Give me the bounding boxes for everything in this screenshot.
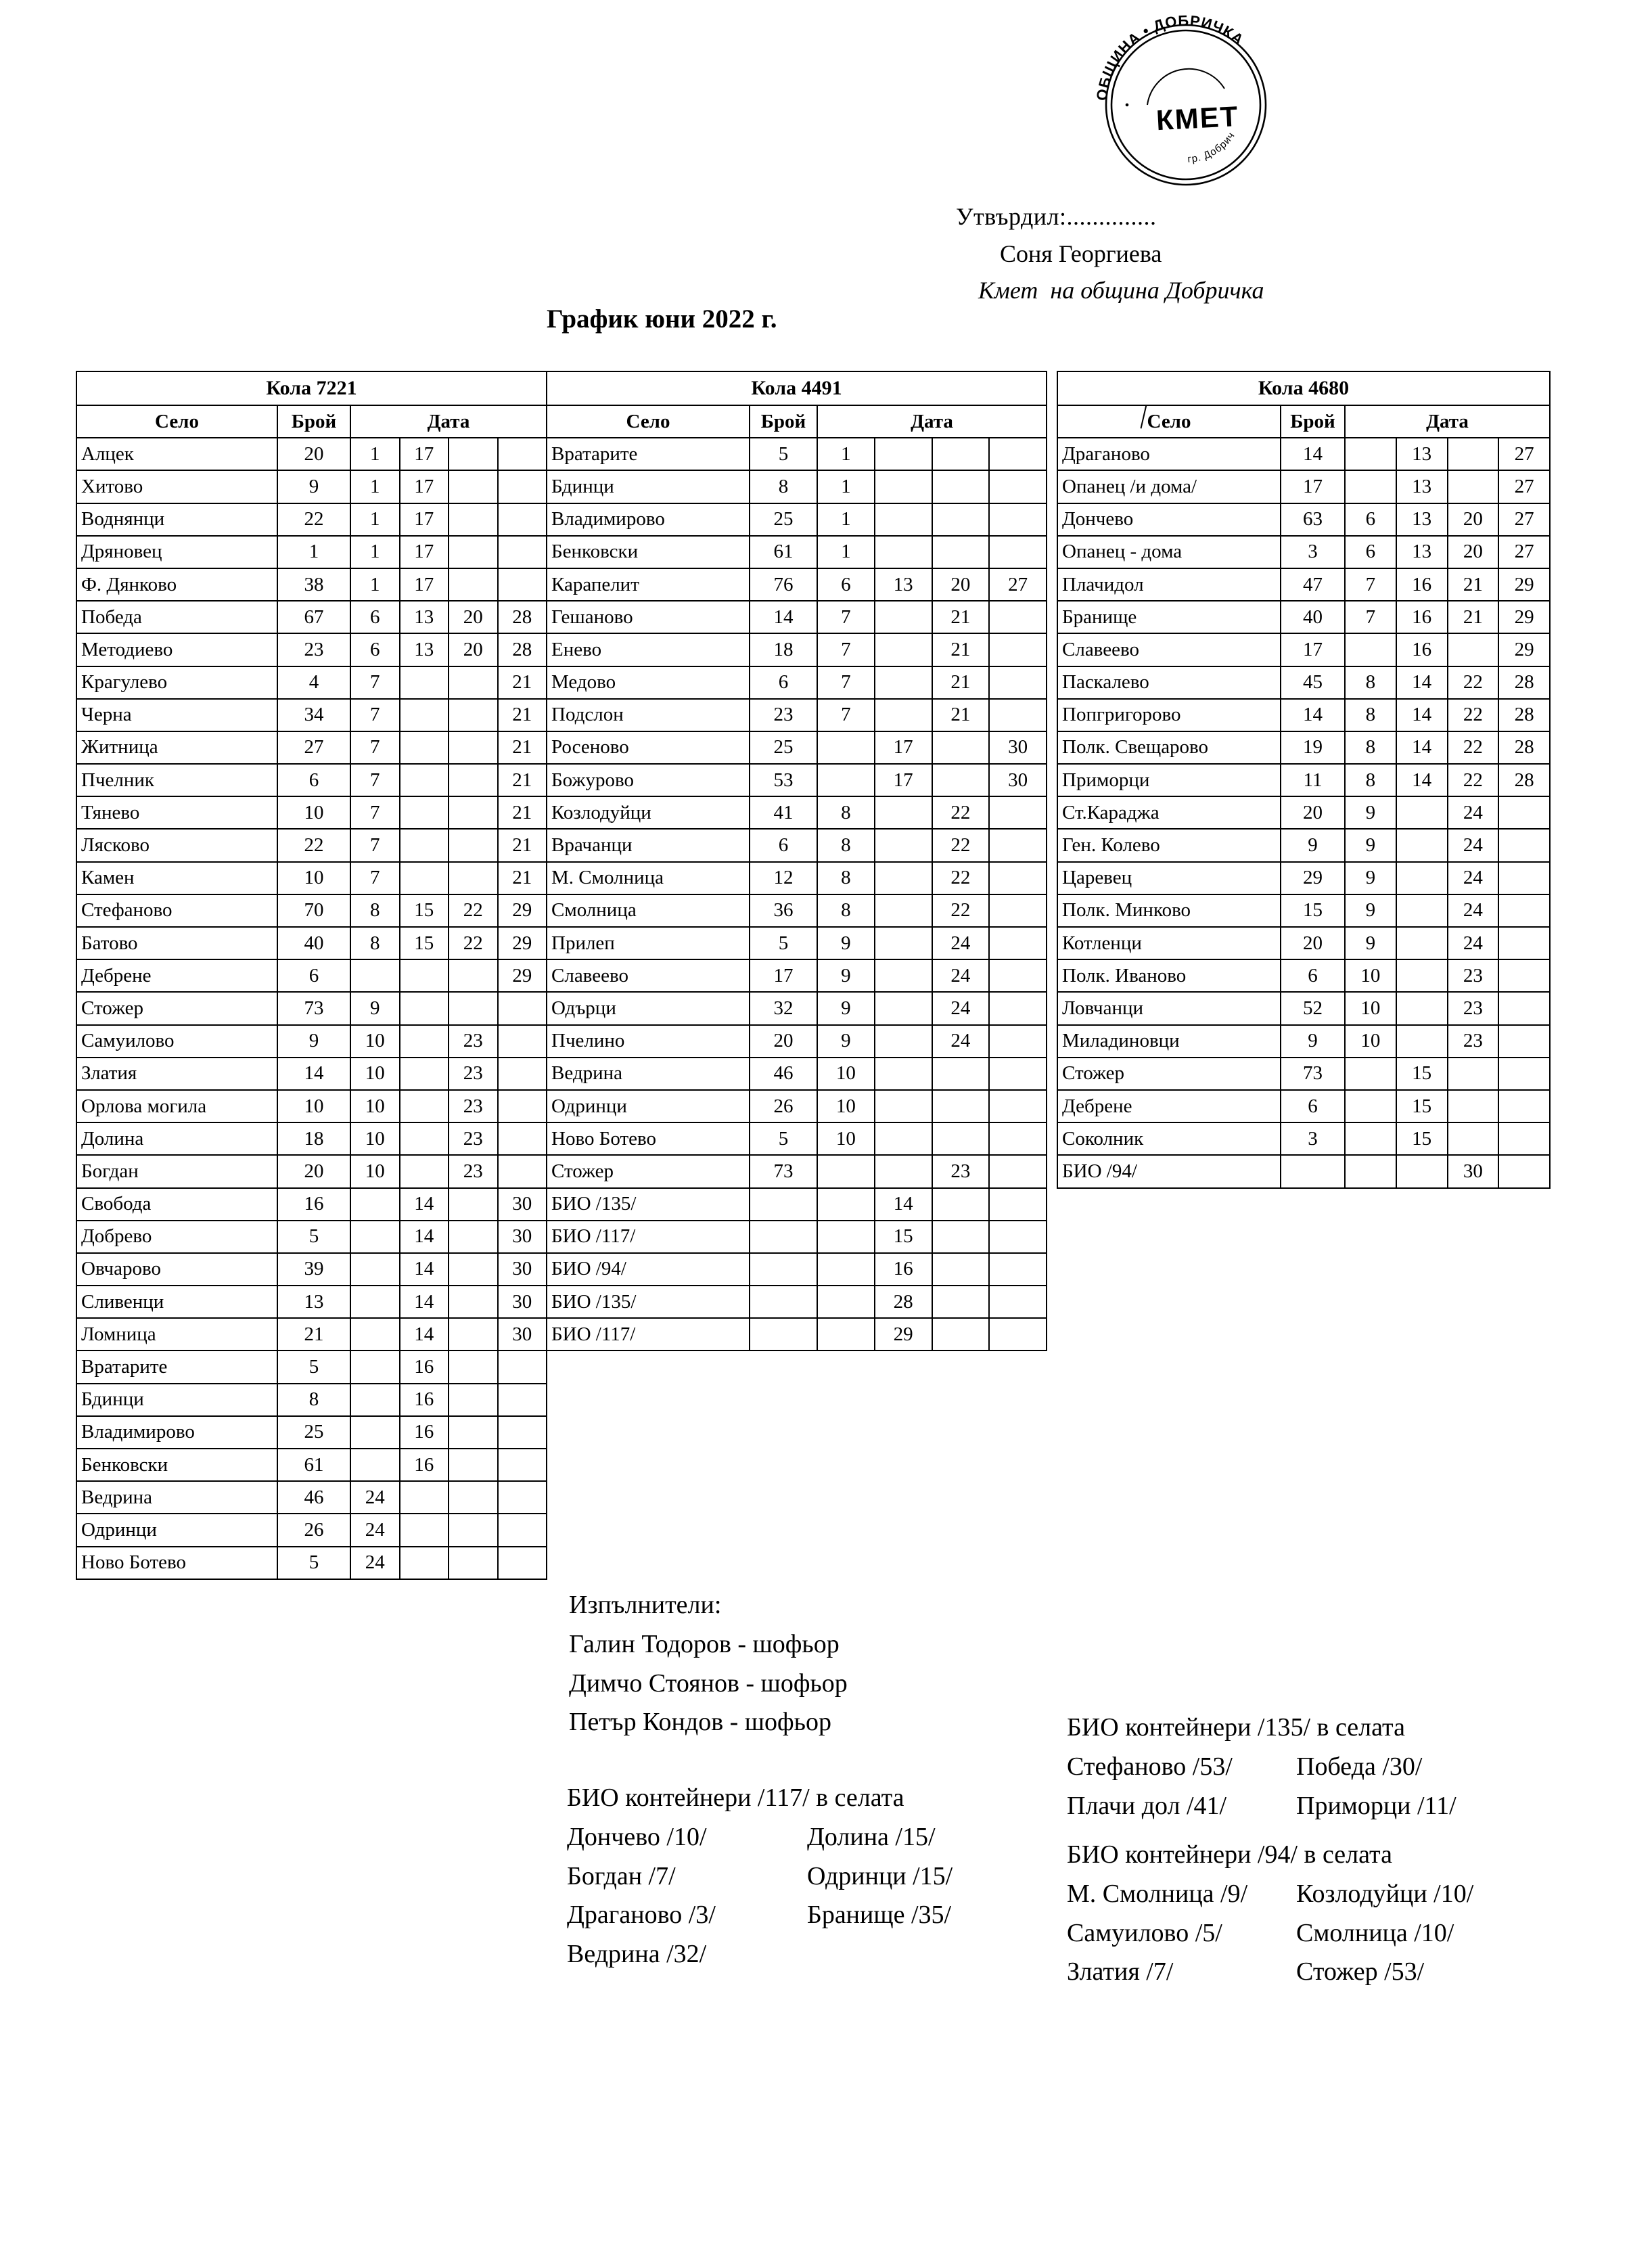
svg-text:КМЕТ: КМЕТ — [1155, 100, 1240, 136]
svg-text:гр. Добрич: гр. Добрич — [1187, 130, 1237, 165]
